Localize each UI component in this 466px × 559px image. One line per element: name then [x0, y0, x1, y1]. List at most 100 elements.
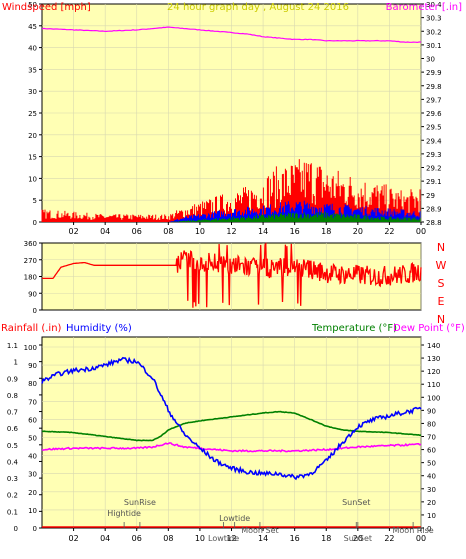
wind-y-tick-label: 20: [28, 132, 37, 140]
baro-y-tick-label: 30.3: [426, 15, 442, 23]
humidity-y-tick-label: 20: [28, 489, 37, 497]
wind-y-tick-label: 0: [33, 219, 37, 227]
wind-y-tick-label: 30: [28, 88, 37, 96]
temp-y-tick-label: 120: [427, 368, 440, 376]
rain-y-tick-label: 0: [14, 525, 18, 533]
wind-x-x-tick-label: 06: [132, 227, 142, 236]
temp-x-tick-label: 04: [100, 534, 110, 543]
humidity-y-tick-label: 80: [28, 380, 37, 388]
temp-x-tick-label: 00: [416, 534, 426, 543]
wind-x-x-tick-label: 20: [353, 227, 363, 236]
wind-y-tick-label: 25: [28, 110, 37, 118]
temp-y-tick-label: 50: [427, 460, 436, 468]
baro-y-tick-label: 29.2: [426, 165, 442, 173]
baro-y-tick-label: 29.5: [426, 124, 442, 132]
baro-y-tick-label: 29.7: [426, 96, 442, 104]
dewpoint-y-axis-label: Dew Point (°F): [393, 323, 465, 334]
temp-y-tick-label: 80: [427, 420, 436, 428]
baro-y-tick-label: 29: [426, 192, 435, 200]
dewpoint-line: [41, 442, 422, 453]
baro-y-tick-label: 29.4: [426, 137, 442, 145]
wind-x-x-tick-label: 00: [416, 227, 426, 236]
temp-x-tick-label: 06: [132, 534, 142, 543]
temp-x-tick-label: 02: [68, 534, 78, 543]
temperature-y-axis-label: Temperature (°F): [311, 323, 397, 334]
direction-y-tick-label: 0: [33, 307, 37, 315]
baro-y-tick-label: 30.1: [426, 42, 442, 50]
wind-x-x-tick-label: 10: [195, 227, 205, 236]
wind-direction-line: [42, 242, 422, 308]
temperature-line: [41, 410, 422, 442]
baro-y-tick-label: 30.4: [426, 1, 442, 9]
baro-y-tick-label: 29.3: [426, 151, 442, 159]
event-annotation: Lowtide: [219, 514, 250, 523]
baro-y-tick-label: 28.9: [426, 205, 442, 213]
wind-x-x-tick-label: 02: [68, 227, 78, 236]
temp-y-tick-label: 140: [427, 342, 440, 350]
direction-y-tick-label: 270: [24, 257, 37, 265]
temp-y-tick-label: 60: [427, 447, 436, 455]
temp-y-tick-label: 70: [427, 434, 436, 442]
temp-y-tick-label: 10: [427, 512, 436, 520]
wind-y-tick-label: 35: [28, 66, 37, 74]
humidity-y-tick-label: 90: [28, 362, 37, 370]
temp-y-tick-label: 0: [427, 525, 431, 533]
rain-y-tick-label: 0.1: [7, 508, 18, 516]
rain-y-tick-label: 0.4: [7, 458, 19, 466]
wind-speed-bars: [41, 159, 421, 222]
temp-x-tick-label: 20: [353, 534, 363, 543]
wind-x-x-tick-label: 04: [100, 227, 110, 236]
direction-compass-label: N: [437, 313, 445, 326]
direction-y-tick-label: 360: [24, 240, 37, 248]
direction-y-tick-label: 180: [24, 274, 37, 282]
direction-y-tick-label: 90: [28, 290, 37, 298]
barometer-y-axis-label: Barometer [.in]: [386, 2, 462, 13]
temp-y-tick-label: 30: [427, 486, 436, 494]
wind-x-x-tick-label: 12: [226, 227, 236, 236]
wind-y-tick-label: 5: [33, 197, 37, 205]
wind-y-tick-label: 45: [28, 23, 37, 31]
event-annotation: SunRise: [124, 498, 156, 507]
rain-y-tick-label: 0.9: [7, 375, 18, 383]
humidity-y-tick-label: 40: [28, 453, 37, 461]
humidity-y-tick-label: 70: [28, 398, 37, 406]
humidity-y-tick-label: 10: [28, 507, 37, 515]
wind-x-x-tick-label: 18: [321, 227, 331, 236]
temp-x-tick-label: 12: [226, 534, 236, 543]
barometer-line: [41, 26, 421, 44]
rain-y-tick-label: 1: [14, 359, 18, 367]
event-annotation: SunSet: [344, 534, 372, 543]
event-annotation: Hightide: [107, 509, 141, 518]
wind-x-x-tick-label: 08: [163, 227, 173, 236]
baro-y-tick-label: 28.8: [426, 219, 442, 227]
temp-x-tick-label: 10: [195, 534, 205, 543]
wind-min-bars: [172, 211, 421, 222]
wind-y-axis-label: Windspeed [mph]: [2, 2, 91, 13]
humidity-y-tick-label: 30: [28, 471, 37, 479]
baro-y-tick-label: 30.2: [426, 28, 442, 36]
event-annotation: SunSet: [342, 498, 370, 507]
temp-x-tick-label: 08: [163, 534, 173, 543]
wind-y-tick-label: 50: [28, 1, 37, 9]
baro-y-tick-label: 29.8: [426, 83, 442, 91]
direction-compass-label: N: [437, 241, 445, 254]
temp-x-tick-label: 14: [258, 534, 268, 543]
wind-y-tick-label: 15: [28, 154, 37, 162]
rain-y-tick-label: 1.1: [7, 342, 18, 350]
temp-y-tick-label: 40: [427, 473, 436, 481]
rain-y-tick-label: 0.8: [7, 392, 18, 400]
temp-y-tick-label: 90: [427, 407, 436, 415]
humidity-line: [41, 356, 422, 481]
direction-compass-label: E: [438, 295, 445, 308]
temp-y-tick-label: 110: [427, 381, 440, 389]
temp-x-tick-label: 22: [384, 534, 394, 543]
rainfall-y-axis-label: Rainfall (.in): [1, 323, 62, 334]
baro-y-tick-label: 29.1: [426, 178, 442, 186]
rain-y-tick-label: 0.3: [7, 475, 18, 483]
rain-y-tick-label: 0.5: [7, 442, 18, 450]
humidity-y-tick-label: 100: [24, 344, 37, 352]
temp-x-tick-label: 16: [290, 534, 300, 543]
temp-y-tick-label: 100: [427, 394, 440, 402]
humidity-y-tick-label: 0: [33, 525, 37, 533]
